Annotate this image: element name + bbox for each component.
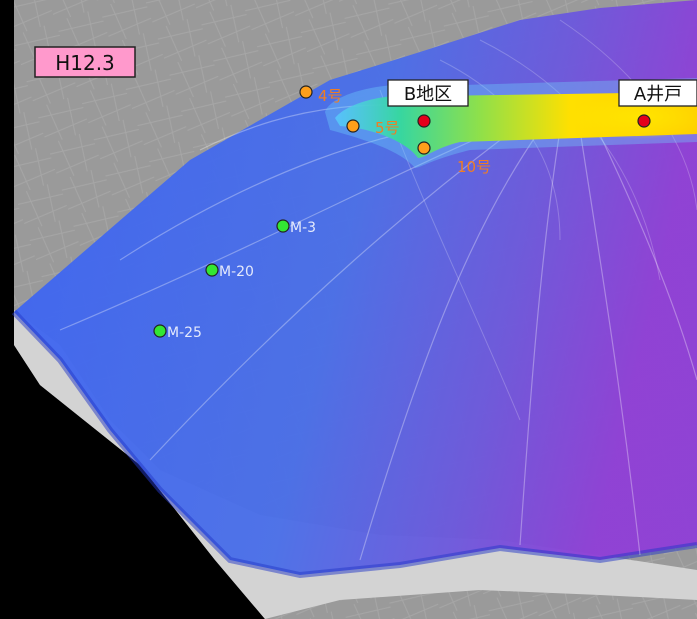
a-well-label: A井戸 bbox=[634, 84, 682, 105]
m-20-label: M-20 bbox=[219, 264, 254, 280]
m-25-point bbox=[153, 324, 167, 338]
concentration-field bbox=[14, 0, 697, 575]
m-3-label: M-3 bbox=[290, 220, 316, 236]
m-20-point bbox=[205, 263, 219, 277]
b-district-label: B地区 bbox=[404, 84, 452, 105]
well-10-label: 10号 bbox=[457, 158, 491, 176]
m-3-point bbox=[276, 219, 290, 233]
b-district-point bbox=[417, 114, 431, 128]
well-4-point bbox=[299, 85, 313, 99]
well-4-label: 4号 bbox=[318, 87, 343, 105]
b-district-label-box bbox=[387, 79, 469, 107]
a-well-point bbox=[637, 114, 651, 128]
well-5-label: 5号 bbox=[375, 119, 400, 137]
well-10-point bbox=[417, 141, 431, 155]
m-25-label: M-25 bbox=[167, 325, 202, 341]
a-well-label-box bbox=[618, 79, 697, 107]
date-badge-label: H12.3 bbox=[55, 51, 115, 75]
well-5-point bbox=[346, 119, 360, 133]
date-badge bbox=[34, 46, 136, 78]
field-edge bbox=[11, 309, 697, 579]
